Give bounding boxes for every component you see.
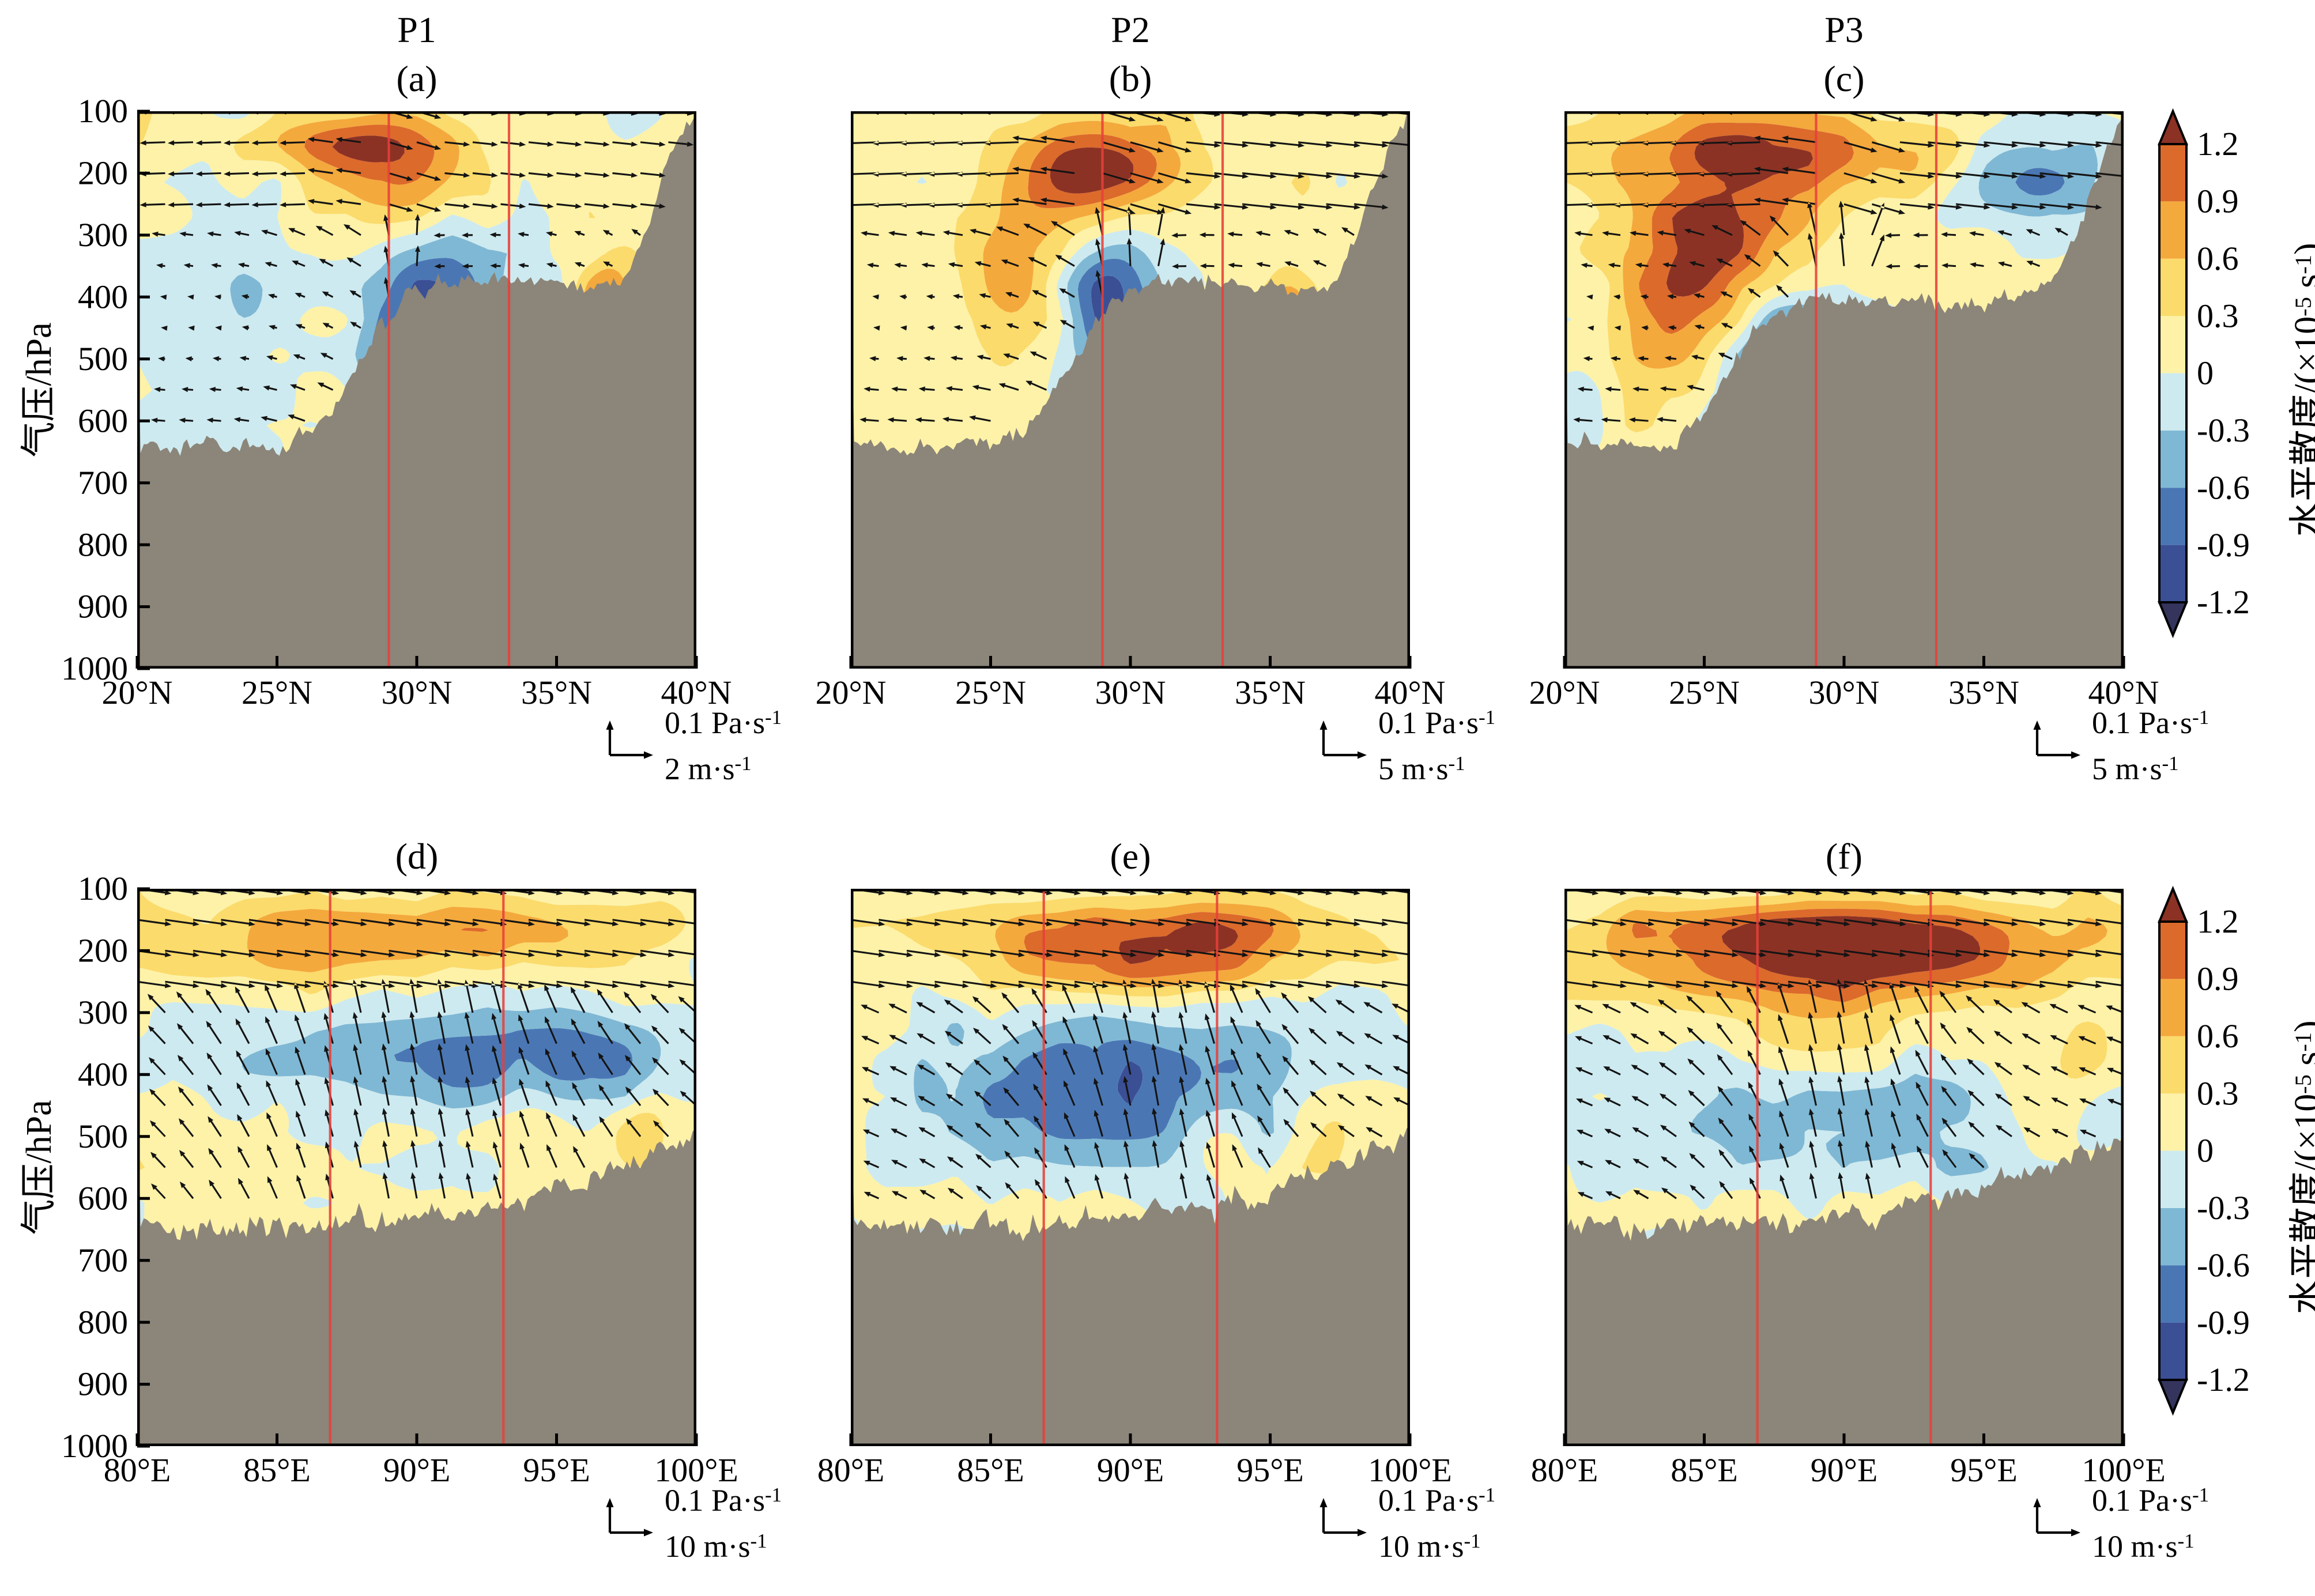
svg-text:500: 500 bbox=[78, 340, 128, 378]
svg-text:-0.6: -0.6 bbox=[2197, 1246, 2250, 1284]
svg-text:0: 0 bbox=[2197, 1132, 2214, 1169]
svg-text:1000: 1000 bbox=[61, 650, 128, 687]
svg-text:0.6: 0.6 bbox=[2197, 240, 2239, 277]
svg-text:-0.3: -0.3 bbox=[2197, 412, 2250, 449]
svg-text:100: 100 bbox=[78, 870, 128, 907]
svg-text:25°N: 25°N bbox=[1669, 674, 1740, 711]
svg-text:水平散度/(×10-5 s-1): 水平散度/(×10-5 s-1) bbox=[2288, 243, 2315, 537]
svg-text:200: 200 bbox=[78, 154, 128, 192]
svg-text:0: 0 bbox=[2197, 354, 2214, 392]
svg-text:90°E: 90°E bbox=[1097, 1451, 1164, 1489]
svg-text:-0.9: -0.9 bbox=[2197, 1304, 2250, 1341]
svg-text:300: 300 bbox=[78, 216, 128, 254]
svg-text:400: 400 bbox=[78, 278, 128, 316]
svg-text:100: 100 bbox=[78, 92, 128, 130]
svg-text:-1.2: -1.2 bbox=[2197, 1361, 2250, 1398]
svg-text:900: 900 bbox=[78, 1365, 128, 1403]
svg-text:5 m·s-1: 5 m·s-1 bbox=[2092, 752, 2179, 786]
svg-text:800: 800 bbox=[78, 1303, 128, 1341]
svg-text:95°E: 95°E bbox=[1950, 1451, 2018, 1489]
svg-text:35°N: 35°N bbox=[1235, 674, 1306, 711]
svg-text:700: 700 bbox=[78, 1242, 128, 1279]
svg-text:0.3: 0.3 bbox=[2197, 1074, 2239, 1112]
svg-text:(b): (b) bbox=[1109, 58, 1152, 99]
svg-text:200: 200 bbox=[78, 932, 128, 969]
svg-text:90°E: 90°E bbox=[383, 1451, 451, 1489]
svg-text:0.9: 0.9 bbox=[2197, 183, 2239, 220]
svg-text:10 m·s-1: 10 m·s-1 bbox=[2092, 1529, 2195, 1564]
svg-text:800: 800 bbox=[78, 526, 128, 563]
svg-text:2 m·s-1: 2 m·s-1 bbox=[665, 752, 752, 786]
svg-text:1000: 1000 bbox=[61, 1427, 128, 1465]
svg-text:-1.2: -1.2 bbox=[2197, 583, 2250, 621]
svg-text:10 m·s-1: 10 m·s-1 bbox=[665, 1529, 767, 1564]
svg-text:80°E: 80°E bbox=[1531, 1451, 1598, 1489]
svg-text:95°E: 95°E bbox=[523, 1451, 590, 1489]
svg-text:600: 600 bbox=[78, 1179, 128, 1217]
svg-text:30°N: 30°N bbox=[1095, 674, 1166, 711]
svg-text:气压/hPa: 气压/hPa bbox=[20, 322, 59, 457]
svg-text:30°N: 30°N bbox=[1808, 674, 1879, 711]
svg-text:85°E: 85°E bbox=[1671, 1451, 1738, 1489]
svg-text:10 m·s-1: 10 m·s-1 bbox=[1378, 1529, 1481, 1564]
svg-text:-0.3: -0.3 bbox=[2197, 1189, 2250, 1227]
svg-text:1.2: 1.2 bbox=[2197, 903, 2239, 940]
svg-text:(c): (c) bbox=[1823, 58, 1864, 99]
svg-text:水平散度/(×10-5 s-1): 水平散度/(×10-5 s-1) bbox=[2288, 1020, 2315, 1314]
svg-text:30°N: 30°N bbox=[381, 674, 452, 711]
svg-text:35°N: 35°N bbox=[521, 674, 592, 711]
svg-text:80°E: 80°E bbox=[817, 1451, 885, 1489]
svg-text:-0.6: -0.6 bbox=[2197, 469, 2250, 506]
svg-text:0.1 Pa·s-1: 0.1 Pa·s-1 bbox=[665, 705, 782, 740]
svg-text:0.1 Pa·s-1: 0.1 Pa·s-1 bbox=[1378, 705, 1495, 740]
svg-text:85°E: 85°E bbox=[957, 1451, 1024, 1489]
svg-text:95°E: 95°E bbox=[1236, 1451, 1304, 1489]
svg-text:0.9: 0.9 bbox=[2197, 960, 2239, 998]
svg-text:(f): (f) bbox=[1826, 836, 1862, 877]
svg-text:P1: P1 bbox=[397, 9, 436, 50]
svg-text:(e): (e) bbox=[1110, 836, 1151, 877]
svg-text:300: 300 bbox=[78, 994, 128, 1031]
svg-text:0.1 Pa·s-1: 0.1 Pa·s-1 bbox=[665, 1483, 782, 1518]
svg-text:85°E: 85°E bbox=[243, 1451, 311, 1489]
svg-text:700: 700 bbox=[78, 464, 128, 501]
svg-text:500: 500 bbox=[78, 1118, 128, 1155]
svg-text:P2: P2 bbox=[1111, 9, 1150, 50]
svg-text:20°N: 20°N bbox=[1529, 674, 1600, 711]
svg-text:0.1 Pa·s-1: 0.1 Pa·s-1 bbox=[1378, 1483, 1495, 1518]
svg-text:P3: P3 bbox=[1824, 9, 1864, 50]
svg-text:25°N: 25°N bbox=[242, 674, 312, 711]
svg-text:(d): (d) bbox=[395, 836, 439, 877]
svg-text:(a): (a) bbox=[396, 58, 437, 99]
svg-text:600: 600 bbox=[78, 402, 128, 439]
svg-text:0.1 Pa·s-1: 0.1 Pa·s-1 bbox=[2092, 705, 2209, 740]
svg-text:5 m·s-1: 5 m·s-1 bbox=[1378, 752, 1465, 786]
svg-text:90°E: 90°E bbox=[1811, 1451, 1878, 1489]
svg-text:1.2: 1.2 bbox=[2197, 125, 2239, 163]
svg-text:0.1 Pa·s-1: 0.1 Pa·s-1 bbox=[2092, 1483, 2209, 1518]
svg-text:400: 400 bbox=[78, 1056, 128, 1093]
svg-text:气压/hPa: 气压/hPa bbox=[20, 1100, 59, 1235]
svg-text:25°N: 25°N bbox=[955, 674, 1026, 711]
svg-text:0.3: 0.3 bbox=[2197, 297, 2239, 334]
svg-text:900: 900 bbox=[78, 588, 128, 625]
svg-text:0.6: 0.6 bbox=[2197, 1017, 2239, 1055]
svg-text:35°N: 35°N bbox=[1948, 674, 2019, 711]
svg-text:-0.9: -0.9 bbox=[2197, 526, 2250, 564]
svg-text:20°N: 20°N bbox=[815, 674, 886, 711]
